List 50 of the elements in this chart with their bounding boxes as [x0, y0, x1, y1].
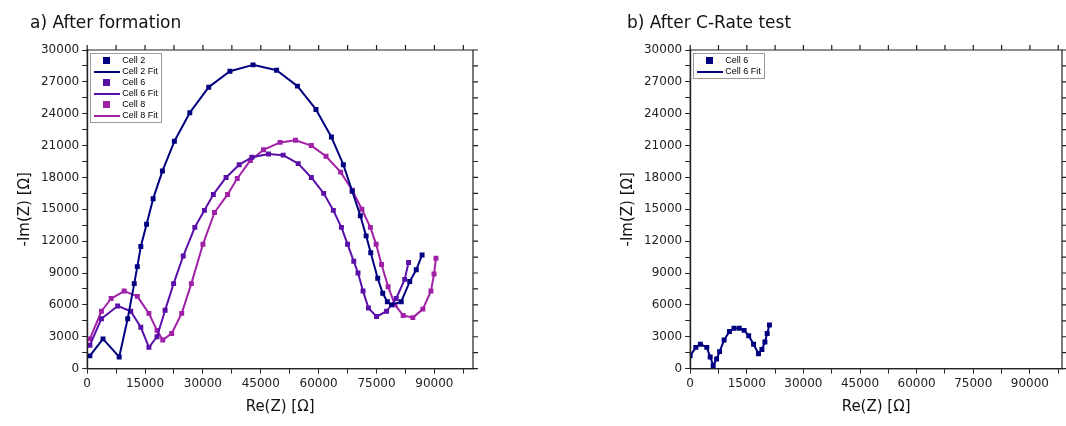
legend-label: Cell 6	[122, 77, 146, 88]
y-tick-label: 18000	[40, 169, 80, 184]
y-tick-label: 6000	[651, 297, 683, 312]
y-axis-title: -Im(Z) [Ω]	[14, 172, 33, 247]
x-tick-label: 30000	[183, 375, 223, 390]
x-tick-label: 0	[83, 375, 91, 390]
x-tick-label: 15000	[727, 375, 766, 390]
x-tick-label: 60000	[299, 375, 338, 390]
y-tick-label: 9000	[48, 265, 80, 280]
y-tick-label: 27000	[40, 73, 80, 88]
x-tick-label: 45000	[241, 375, 280, 390]
y-tick-label: 24000	[643, 105, 683, 120]
x-tick-label: 30000	[784, 375, 823, 390]
y-tick-label: 9000	[651, 265, 683, 280]
legend-label: Cell 8 Fit	[122, 110, 158, 121]
x-tick-label: 15000	[125, 375, 165, 390]
y-tick-label: 27000	[643, 73, 683, 88]
y-axis-title: -Im(Z) [Ω]	[617, 172, 636, 247]
x-tick-label: 45000	[840, 375, 880, 390]
y-tick-label: 0	[71, 360, 80, 375]
y-tick-label: 30000	[40, 42, 80, 57]
y-tick-label: 3000	[651, 328, 683, 343]
x-axis-title: Re(Z) [Ω]	[841, 396, 911, 415]
y-tick-label: 6000	[48, 297, 80, 312]
legend-label: Cell 6 Fit	[725, 66, 761, 77]
y-tick-label: 12000	[643, 233, 683, 248]
y-tick-label: 3000	[48, 328, 80, 343]
y-tick-label: 21000	[643, 137, 683, 152]
chart-title: a) After formation	[30, 12, 182, 32]
x-tick-label: 90000	[415, 375, 454, 390]
x-axis-title: Re(Z) [Ω]	[245, 396, 315, 415]
y-tick-label: 30000	[643, 42, 683, 57]
legend-label: Cell 2	[122, 55, 146, 66]
x-tick-label: 60000	[897, 375, 936, 390]
legend-label: Cell 2 Fit	[122, 66, 158, 77]
legend-label: Cell 6 Fit	[122, 88, 158, 99]
x-tick-label: 90000	[1010, 375, 1050, 390]
legend-label: Cell 8	[122, 99, 146, 110]
chart-title: b) After C-Rate test	[627, 12, 792, 32]
y-tick-label: 18000	[643, 169, 683, 184]
y-tick-label: 0	[674, 360, 683, 375]
y-tick-label: 24000	[40, 105, 80, 120]
y-tick-label: 12000	[40, 233, 80, 248]
legend-label: Cell 6	[725, 55, 749, 66]
x-tick-label: 75000	[357, 375, 396, 390]
y-tick-label: 15000	[40, 201, 80, 216]
x-tick-label: 75000	[954, 375, 993, 390]
y-tick-label: 21000	[40, 137, 80, 152]
y-tick-label: 15000	[643, 201, 683, 216]
x-tick-label: 0	[686, 375, 694, 390]
